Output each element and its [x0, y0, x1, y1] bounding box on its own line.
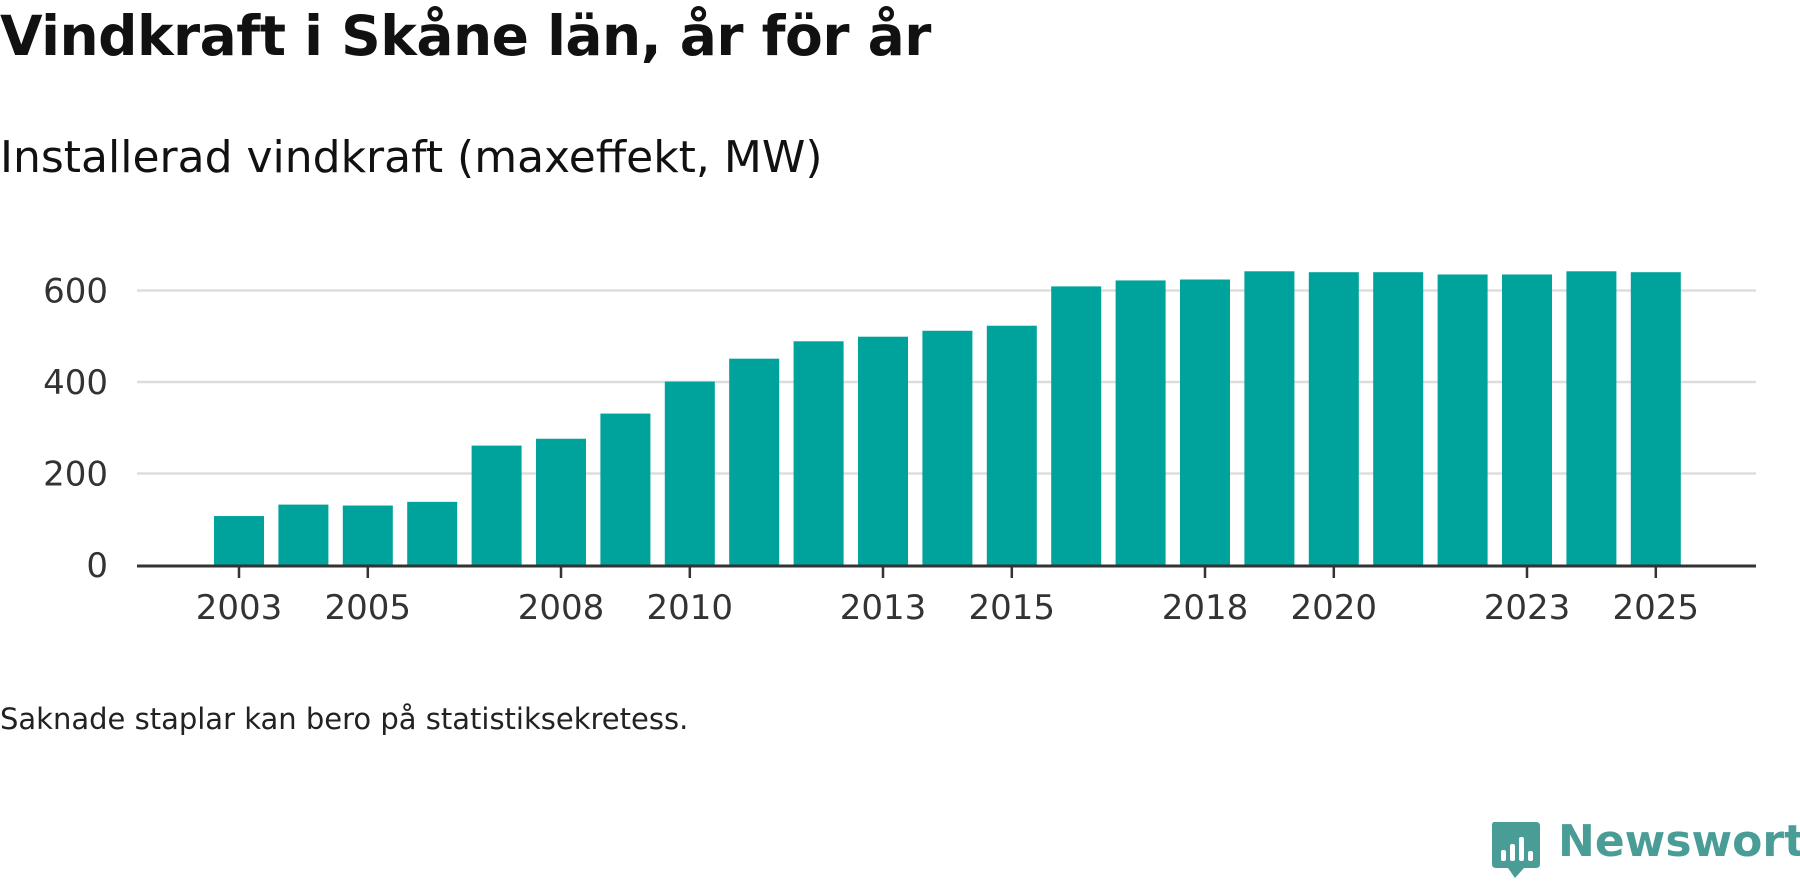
chart-title: Vindkraft i Skåne län, år för år [0, 4, 931, 68]
chart-subtitle: Installerad vindkraft (maxeffekt, MW) [0, 132, 823, 183]
y-tick-label-600: 600 [43, 272, 108, 312]
bar-2025 [1630, 272, 1681, 565]
bar-2004 [278, 504, 329, 565]
bar-2012 [793, 341, 844, 565]
x-tick-label-2018: 2018 [1162, 588, 1249, 628]
bar-2003 [214, 516, 264, 565]
bar-2011 [729, 358, 780, 565]
footnote: Saknade staplar kan bero på statistiksek… [0, 702, 689, 736]
bar-2023 [1502, 274, 1552, 565]
newsworthy-logo[interactable]: Newsworthy [1490, 816, 1800, 879]
bar-2007 [471, 445, 522, 565]
bar-2020 [1308, 272, 1359, 565]
bar-2008 [536, 438, 586, 565]
x-tick-label-2015: 2015 [969, 588, 1056, 628]
x-tick-label-2008: 2008 [518, 588, 605, 628]
y-tick-label-0: 0 [86, 546, 108, 586]
x-tick-label-2025: 2025 [1613, 588, 1700, 628]
x-tick-label-2005: 2005 [325, 588, 412, 628]
x-tick-label-2013: 2013 [840, 588, 927, 628]
bar-2022 [1437, 274, 1488, 565]
x-tick-label-2020: 2020 [1291, 588, 1378, 628]
x-tick-label-2010: 2010 [647, 588, 734, 628]
newsworthy-logo-icon [1492, 822, 1540, 878]
y-tick-label-200: 200 [43, 455, 108, 495]
bar-2019 [1244, 271, 1295, 565]
bar-2017 [1115, 280, 1166, 565]
bar-2016 [1051, 286, 1102, 565]
bar-2014 [922, 330, 973, 565]
bar-2013 [858, 336, 908, 565]
bar-2006 [407, 501, 458, 565]
x-axis-ticks: 2003 2005 2008 2010 2013 2015 2018 2020 2023 2025 [196, 566, 1699, 628]
bar-2018 [1180, 279, 1230, 565]
bar-2005 [342, 505, 393, 565]
bar-2021 [1373, 272, 1424, 565]
bar-2009 [600, 413, 651, 565]
bars [214, 271, 1681, 565]
newsworthy-logo-text: Newsworthy [1558, 816, 1800, 867]
bar-2015 [986, 325, 1037, 565]
bar-2024 [1566, 271, 1617, 565]
y-axis-ticks: 0 200 400 600 [43, 272, 108, 587]
x-tick-label-2023: 2023 [1484, 588, 1571, 628]
bar-2010 [664, 381, 715, 565]
x-tick-label-2003: 2003 [196, 588, 283, 628]
y-tick-label-400: 400 [43, 363, 108, 403]
